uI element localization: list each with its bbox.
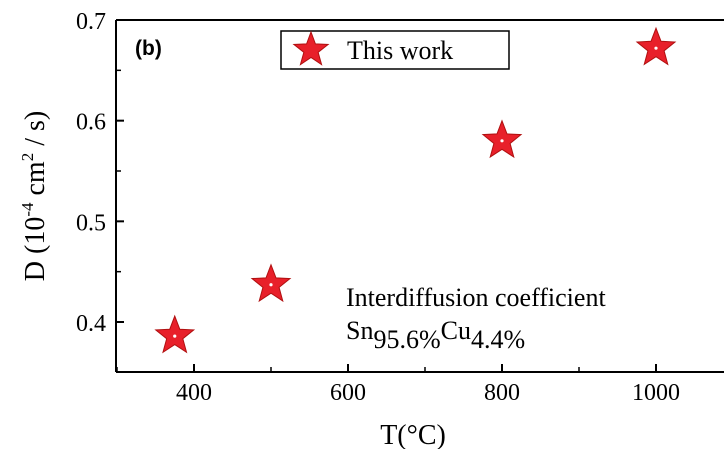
legend-label: This work (347, 36, 453, 65)
composition-sn: Sn (346, 316, 373, 345)
y-label-exp2: 2 (18, 153, 37, 162)
y-tick-label: 0.6 (76, 110, 106, 136)
data-point-star (481, 119, 523, 159)
legend: This work (280, 30, 510, 70)
x-axis-label: T(°C) (380, 420, 446, 449)
annotation-line-1: Interdiffusion coefficient (346, 283, 606, 312)
x-ticks: 400 600 800 1000 (116, 364, 680, 406)
x-tick-label: 400 (176, 380, 212, 406)
panel-label: (b) (135, 37, 162, 60)
annotation-composition: Sn95.6%Cu4.4% (346, 316, 525, 354)
composition-cu-sub: 4.4% (471, 325, 525, 354)
y-label-mid: cm (20, 161, 51, 202)
y-label-prefix: D (10 (20, 217, 51, 282)
composition-cu: Cu (441, 316, 471, 345)
y-tick-label: 0.4 (76, 311, 106, 337)
legend-star-marker (292, 30, 330, 66)
composition-sn-sub: 95.6% (373, 325, 440, 354)
data-point-center (654, 46, 658, 50)
data-point-star (635, 26, 677, 66)
x-tick-label: 600 (330, 380, 366, 406)
data-point-center (269, 283, 273, 287)
data-point-star (250, 263, 292, 303)
data-point-center (173, 334, 177, 338)
data-point-star (154, 314, 196, 354)
y-axis-label: D (10-4 cm2 / s) (18, 111, 51, 281)
y-label-suffix: / s) (20, 111, 51, 153)
data-point-center (500, 139, 504, 143)
data-points (154, 26, 677, 354)
y-label-exp1: -4 (18, 202, 37, 217)
x-tick-label: 1000 (632, 380, 680, 406)
y-tick-label: 0.7 (76, 9, 106, 35)
x-tick-label: 800 (484, 380, 520, 406)
y-ticks: 0.4 0.5 0.6 0.7 (76, 9, 124, 337)
y-tick-label: 0.5 (76, 210, 106, 236)
